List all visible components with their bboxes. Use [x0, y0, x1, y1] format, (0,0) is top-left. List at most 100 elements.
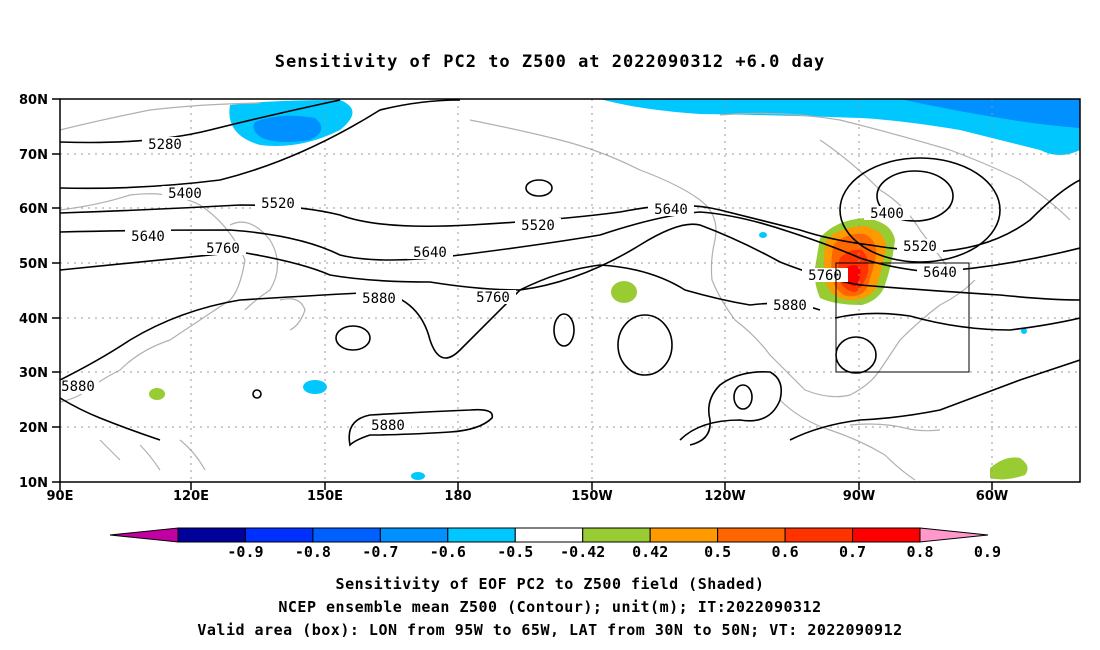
colorbar-label: 0.8	[906, 543, 933, 561]
contour-low-5400	[876, 170, 954, 222]
colorbar-segment	[852, 527, 921, 543]
latitude-labels: 80N 70N 60N 50N 40N 30N 20N 10N	[19, 93, 48, 491]
contour-low-5520	[839, 157, 1001, 263]
contour-label: 5880	[61, 379, 99, 395]
contour-5880-east	[834, 312, 1080, 331]
lat-label: 30N	[19, 366, 48, 381]
lon-label: 90E	[47, 489, 74, 504]
valid-area-box	[835, 262, 970, 373]
colorbar-label: -0.6	[430, 543, 466, 561]
contour-tiny-1	[252, 389, 262, 399]
lat-label: 50N	[19, 257, 48, 272]
contour-label-text: 5880	[371, 418, 405, 434]
colorbar-segment	[582, 527, 651, 543]
contour-label: 5520	[897, 239, 943, 255]
contour-label-text: 5880	[773, 298, 807, 314]
contour-5880-sw	[60, 397, 161, 441]
contour-label-text: 5880	[362, 291, 396, 307]
contour-label-text: 5760	[808, 268, 842, 284]
latitude-axis	[52, 98, 60, 483]
contour-5280	[60, 99, 341, 144]
negative-sensitivity-north	[600, 99, 1080, 155]
contour-label-text: 5520	[261, 196, 295, 212]
contour-label: 5400	[864, 206, 910, 222]
contour-5880-south	[679, 359, 1080, 446]
negative-sensitivity-north-core	[900, 99, 1080, 128]
lat-label: 10N	[19, 476, 48, 491]
contour-high-3	[617, 314, 673, 376]
contour-label-text: 5400	[168, 186, 202, 202]
lat-label: 70N	[19, 148, 48, 163]
colorbar-label: 0.42	[632, 543, 668, 561]
contour-label-text: 5760	[476, 290, 510, 306]
contour-high-5	[525, 179, 553, 197]
contour-label: 5760	[200, 241, 246, 257]
contour-label-text: 5880	[61, 379, 95, 395]
colorbar-label: 0.6	[772, 543, 799, 561]
colorbar-left-arrow	[109, 527, 179, 543]
contour-label: 5640	[648, 202, 694, 218]
colorbar-label: -0.8	[295, 543, 331, 561]
contour-label-text: 5640	[654, 202, 688, 218]
lat-label: 80N	[19, 93, 48, 108]
negative-sensitivity-tiny-1	[759, 232, 767, 238]
longitude-labels: 90E 120E 150E 180 150W 120W 90W 60W	[47, 489, 1009, 504]
caption-line-2: NCEP ensemble mean Z500 (Contour); unit(…	[278, 598, 822, 616]
contour-label: 5640	[917, 265, 963, 281]
colorbar-segment	[177, 527, 246, 543]
colorbar-label: 0.7	[839, 543, 866, 561]
coastlines	[60, 102, 1071, 481]
lon-label: 90W	[843, 489, 875, 504]
plot-frame	[59, 98, 1081, 483]
positive-sensitivity-sw	[149, 388, 165, 400]
colorbar-segment	[784, 527, 854, 543]
longitude-axis	[59, 482, 993, 490]
colorbar-segment	[312, 527, 381, 543]
lon-label: 120E	[173, 489, 209, 504]
negative-sensitivity-tiny-3	[411, 472, 425, 480]
contour-5400	[60, 99, 461, 190]
contour-label: 5400	[162, 186, 208, 202]
contour-label: 5520	[255, 196, 301, 212]
contour-label-text: 5520	[521, 218, 555, 234]
colorbar-label: 0.5	[704, 543, 731, 561]
colorbar-segment	[514, 527, 584, 543]
colorbar-segment	[244, 527, 314, 543]
grid-lines	[60, 99, 1080, 482]
colorbar-label: -0.9	[227, 543, 263, 561]
contour-label: 5280	[142, 137, 188, 153]
map-title: Sensitivity of PC2 to Z500 at 2022090312…	[274, 52, 826, 72]
lat-label: 60N	[19, 202, 48, 217]
caption-line-3: Valid area (box): LON from 95W to 65W, L…	[197, 621, 903, 639]
contour-label-text: 5400	[870, 206, 904, 222]
contour-tiny-2	[835, 336, 877, 374]
contour-5760	[60, 223, 1080, 301]
contour-label: 5760	[802, 268, 848, 284]
contour-5640	[60, 211, 1080, 273]
contour-label: 5520	[515, 218, 561, 234]
colorbar-segment	[379, 527, 449, 543]
contour-high-4	[733, 384, 753, 410]
contour-label-text: 5280	[148, 137, 182, 153]
lon-label: 150W	[571, 489, 612, 504]
colorbar-label: -0.42	[560, 543, 605, 561]
negative-sensitivity-tiny-2	[1021, 328, 1027, 334]
positive-sensitivity-caribbean	[990, 457, 1028, 480]
sensitivity-shading	[149, 99, 1080, 480]
colorbar-right-arrow	[919, 527, 989, 543]
caption-line-1: Sensitivity of EOF PC2 to Z500 field (Sh…	[335, 575, 765, 593]
lon-label: 150E	[307, 489, 343, 504]
contour-label: 5640	[125, 229, 171, 245]
colorbar: -0.9 -0.8 -0.7 -0.6 -0.5 -0.42 0.42 0.5 0.6 0.7 0.…	[109, 527, 1001, 561]
contour-label: 5760	[470, 290, 516, 306]
contour-5880-cell	[348, 408, 494, 447]
lat-label: 20N	[19, 421, 48, 436]
contour-label-text: 5640	[923, 265, 957, 281]
contour-label: 5880	[356, 291, 402, 307]
negative-sensitivity-central	[303, 380, 327, 394]
lon-label: 120W	[704, 489, 745, 504]
colorbar-segment	[717, 527, 786, 543]
contour-label-text: 5520	[903, 239, 937, 255]
contour-label-text: 5640	[131, 229, 165, 245]
